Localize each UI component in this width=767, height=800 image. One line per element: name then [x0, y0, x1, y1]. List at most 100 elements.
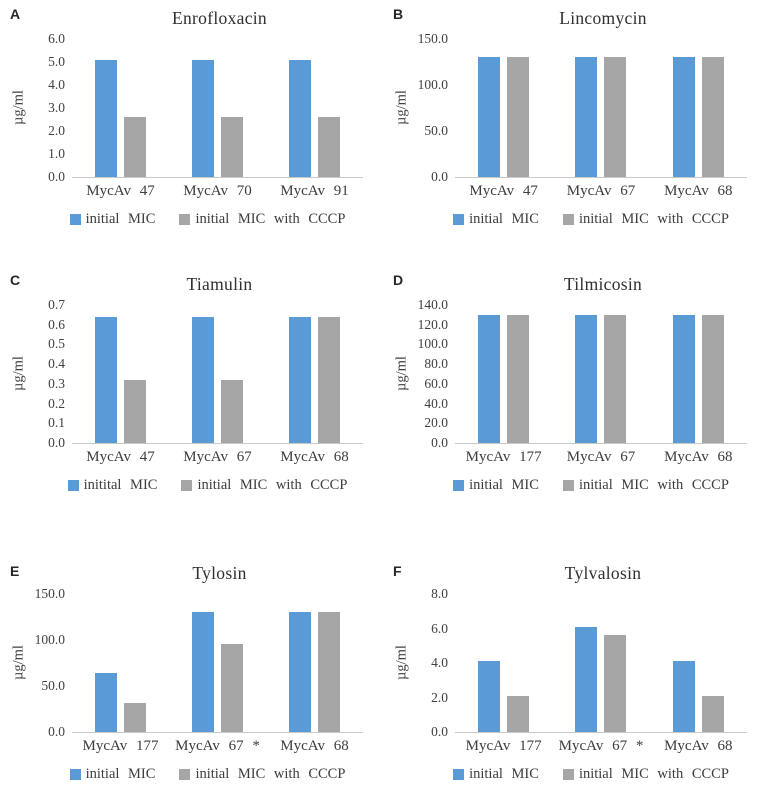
x-axis-labels: MycAv 177 MycAv 67 MycAv 68	[455, 449, 747, 466]
bar-group	[169, 612, 266, 732]
plot-area	[72, 594, 363, 733]
legend-label: initial MIC	[85, 211, 156, 227]
y-tick-label: 0.6	[48, 316, 65, 332]
panel-letter: F	[393, 563, 402, 579]
x-tick-label: MycAv 67	[566, 183, 636, 199]
bar-initial-mic	[289, 60, 311, 177]
y-tick-label: 20.0	[424, 415, 448, 431]
legend-label: initial MIC	[85, 766, 156, 782]
y-tick-label: 0.1	[48, 415, 65, 431]
chart-title: Tilmicosin	[563, 274, 643, 294]
y-tick-label: 2.0	[431, 689, 448, 705]
legend-swatch-initial-mic-with-cccp	[181, 480, 193, 491]
legend-swatch-initial-mic	[69, 769, 81, 780]
y-tick-label: 120.0	[417, 316, 448, 332]
x-tick-label: MycAv 68	[280, 738, 349, 754]
y-tick-label: 60.0	[424, 375, 448, 391]
bar-initial-mic	[672, 57, 695, 177]
bar-initial-mic-with-cccp	[124, 380, 146, 443]
y-tick-label: 0.7	[48, 297, 65, 312]
y-tick-label: 50.0	[424, 123, 448, 138]
x-axis-labels: MycAv 47 MycAv 70 MycAv 91	[72, 183, 363, 200]
legend-label: initial MIC	[469, 211, 539, 227]
y-axis-title: µg/ml	[393, 90, 410, 126]
y-axis-title: µg/ml	[10, 645, 27, 681]
legend-label: initial MIC with CCCP	[195, 766, 346, 782]
bar-initial-mic-with-cccp	[221, 117, 243, 177]
bar-group	[72, 673, 169, 732]
bar-initial-mic	[192, 60, 214, 177]
x-tick-label: MycAv 91	[280, 183, 349, 199]
panel-letter: A	[10, 6, 21, 22]
x-tick-label: MycAv 177	[82, 738, 159, 754]
legend-item: initital MIC	[67, 477, 157, 494]
chart-body: µg/ml 0.7 0.6 0.5 0.4 0.3 0.2 0.1 0.0 MycAv 47 Myc…	[10, 297, 379, 466]
panel-letter: B	[393, 6, 404, 22]
y-tick-label: 100.0	[34, 632, 65, 647]
bar-initial-mic	[478, 661, 501, 732]
y-axis-ticks: 150.0 100.0 50.0 0.0	[411, 31, 455, 184]
plot-area	[455, 305, 747, 444]
x-tick-label: MycAv 67 *	[558, 738, 644, 754]
bar-group	[455, 57, 552, 177]
y-axis-ticks: 6.0 5.0 4.0 3.0 2.0 1.0 0.0	[28, 31, 72, 184]
legend: initial MIC initial MIC with CCCP	[36, 766, 379, 783]
y-tick-label: 6.0	[48, 31, 65, 46]
y-axis-ticks: 140.0 120.0 100.0 80.0 60.0 40.0 20.0 0.0	[411, 297, 455, 450]
chart-panel-f: F Tylvalosin µg/ml 8.0 6.0 4.0 2.0 0.0 MycAv 177…	[383, 533, 767, 800]
chart-body: µg/ml 150.0 100.0 50.0 0.0 MycAv 47 MycAv 67 My…	[393, 31, 763, 200]
bar-initial-mic	[575, 57, 598, 177]
y-tick-label: 4.0	[431, 655, 448, 670]
plot-column: MycAv 177 MycAv 67 MycAv 68	[455, 305, 747, 466]
y-tick-label: 0.0	[431, 169, 448, 184]
plot-column: MycAv 177 MycAv 67 * MycAv 68	[455, 594, 747, 755]
y-tick-label: 0.3	[48, 375, 65, 391]
chart-panel-e: E Tylosin µg/ml 150.0 100.0 50.0 0.0 MycAv 177 M…	[0, 533, 383, 800]
y-tick-label: 0.0	[48, 435, 65, 450]
x-tick-label: MycAv 67 *	[175, 738, 260, 754]
y-tick-label: 40.0	[424, 395, 448, 411]
y-tick-label: 0.2	[48, 395, 65, 411]
x-tick-label: MycAv 67	[566, 449, 636, 465]
y-tick-label: 0.5	[48, 336, 65, 352]
x-tick-label: MycAv 70	[183, 183, 252, 199]
legend-label: initial MIC with CCCP	[578, 477, 729, 493]
bar-initial-mic	[478, 315, 501, 443]
bar-group	[266, 317, 363, 443]
bar-group	[266, 612, 363, 732]
y-axis-title: µg/ml	[10, 356, 27, 392]
legend-item: initial MIC	[453, 477, 539, 494]
plot-area	[455, 594, 747, 733]
bar-group	[169, 317, 266, 443]
y-tick-label: 150.0	[34, 586, 65, 601]
legend-swatch-initial-mic	[67, 480, 79, 491]
bar-initial-mic-with-cccp	[221, 644, 243, 732]
legend-label: initial MIC with CCCP	[195, 211, 346, 227]
plot-column: MycAv 47 MycAv 67 MycAv 68	[455, 39, 747, 200]
bar-initial-mic-with-cccp	[701, 315, 724, 443]
y-axis-title: µg/ml	[393, 356, 410, 392]
bar-initial-mic	[192, 612, 214, 732]
bar-group	[650, 57, 747, 177]
bar-initial-mic-with-cccp	[124, 703, 146, 732]
bar-initial-mic-with-cccp	[604, 635, 627, 732]
chart-panel-b: B Lincomycin µg/ml 150.0 100.0 50.0 0.0 MycAv 4…	[383, 0, 767, 266]
legend: initial MIC initial MIC with CCCP	[419, 477, 763, 494]
legend-item: initial MIC	[69, 211, 156, 228]
legend-item: initial MIC with CCCP	[179, 211, 345, 228]
bar-group	[455, 315, 552, 443]
bar-initial-mic	[672, 661, 695, 732]
bar-group	[552, 57, 649, 177]
chart-panel-c: C Tiamulin µg/ml 0.7 0.6 0.5 0.4 0.3 0.2 0.1 0.0 My…	[0, 266, 383, 533]
chart-title: Tylosin	[192, 563, 247, 583]
bar-initial-mic	[289, 317, 311, 443]
legend-swatch-initial-mic	[453, 214, 465, 225]
x-tick-label: MycAv 47	[469, 183, 538, 199]
legend: initital MIC initial MIC with CCCP	[36, 477, 379, 494]
chart-body: µg/ml 150.0 100.0 50.0 0.0 MycAv 177 MycAv 67 …	[10, 586, 379, 755]
plot-area	[455, 39, 747, 178]
legend: initial MIC initial MIC with CCCP	[36, 211, 379, 228]
x-tick-label: MycAv 47	[86, 183, 155, 199]
bar-initial-mic-with-cccp	[124, 117, 146, 177]
legend-swatch-initial-mic	[69, 214, 81, 225]
